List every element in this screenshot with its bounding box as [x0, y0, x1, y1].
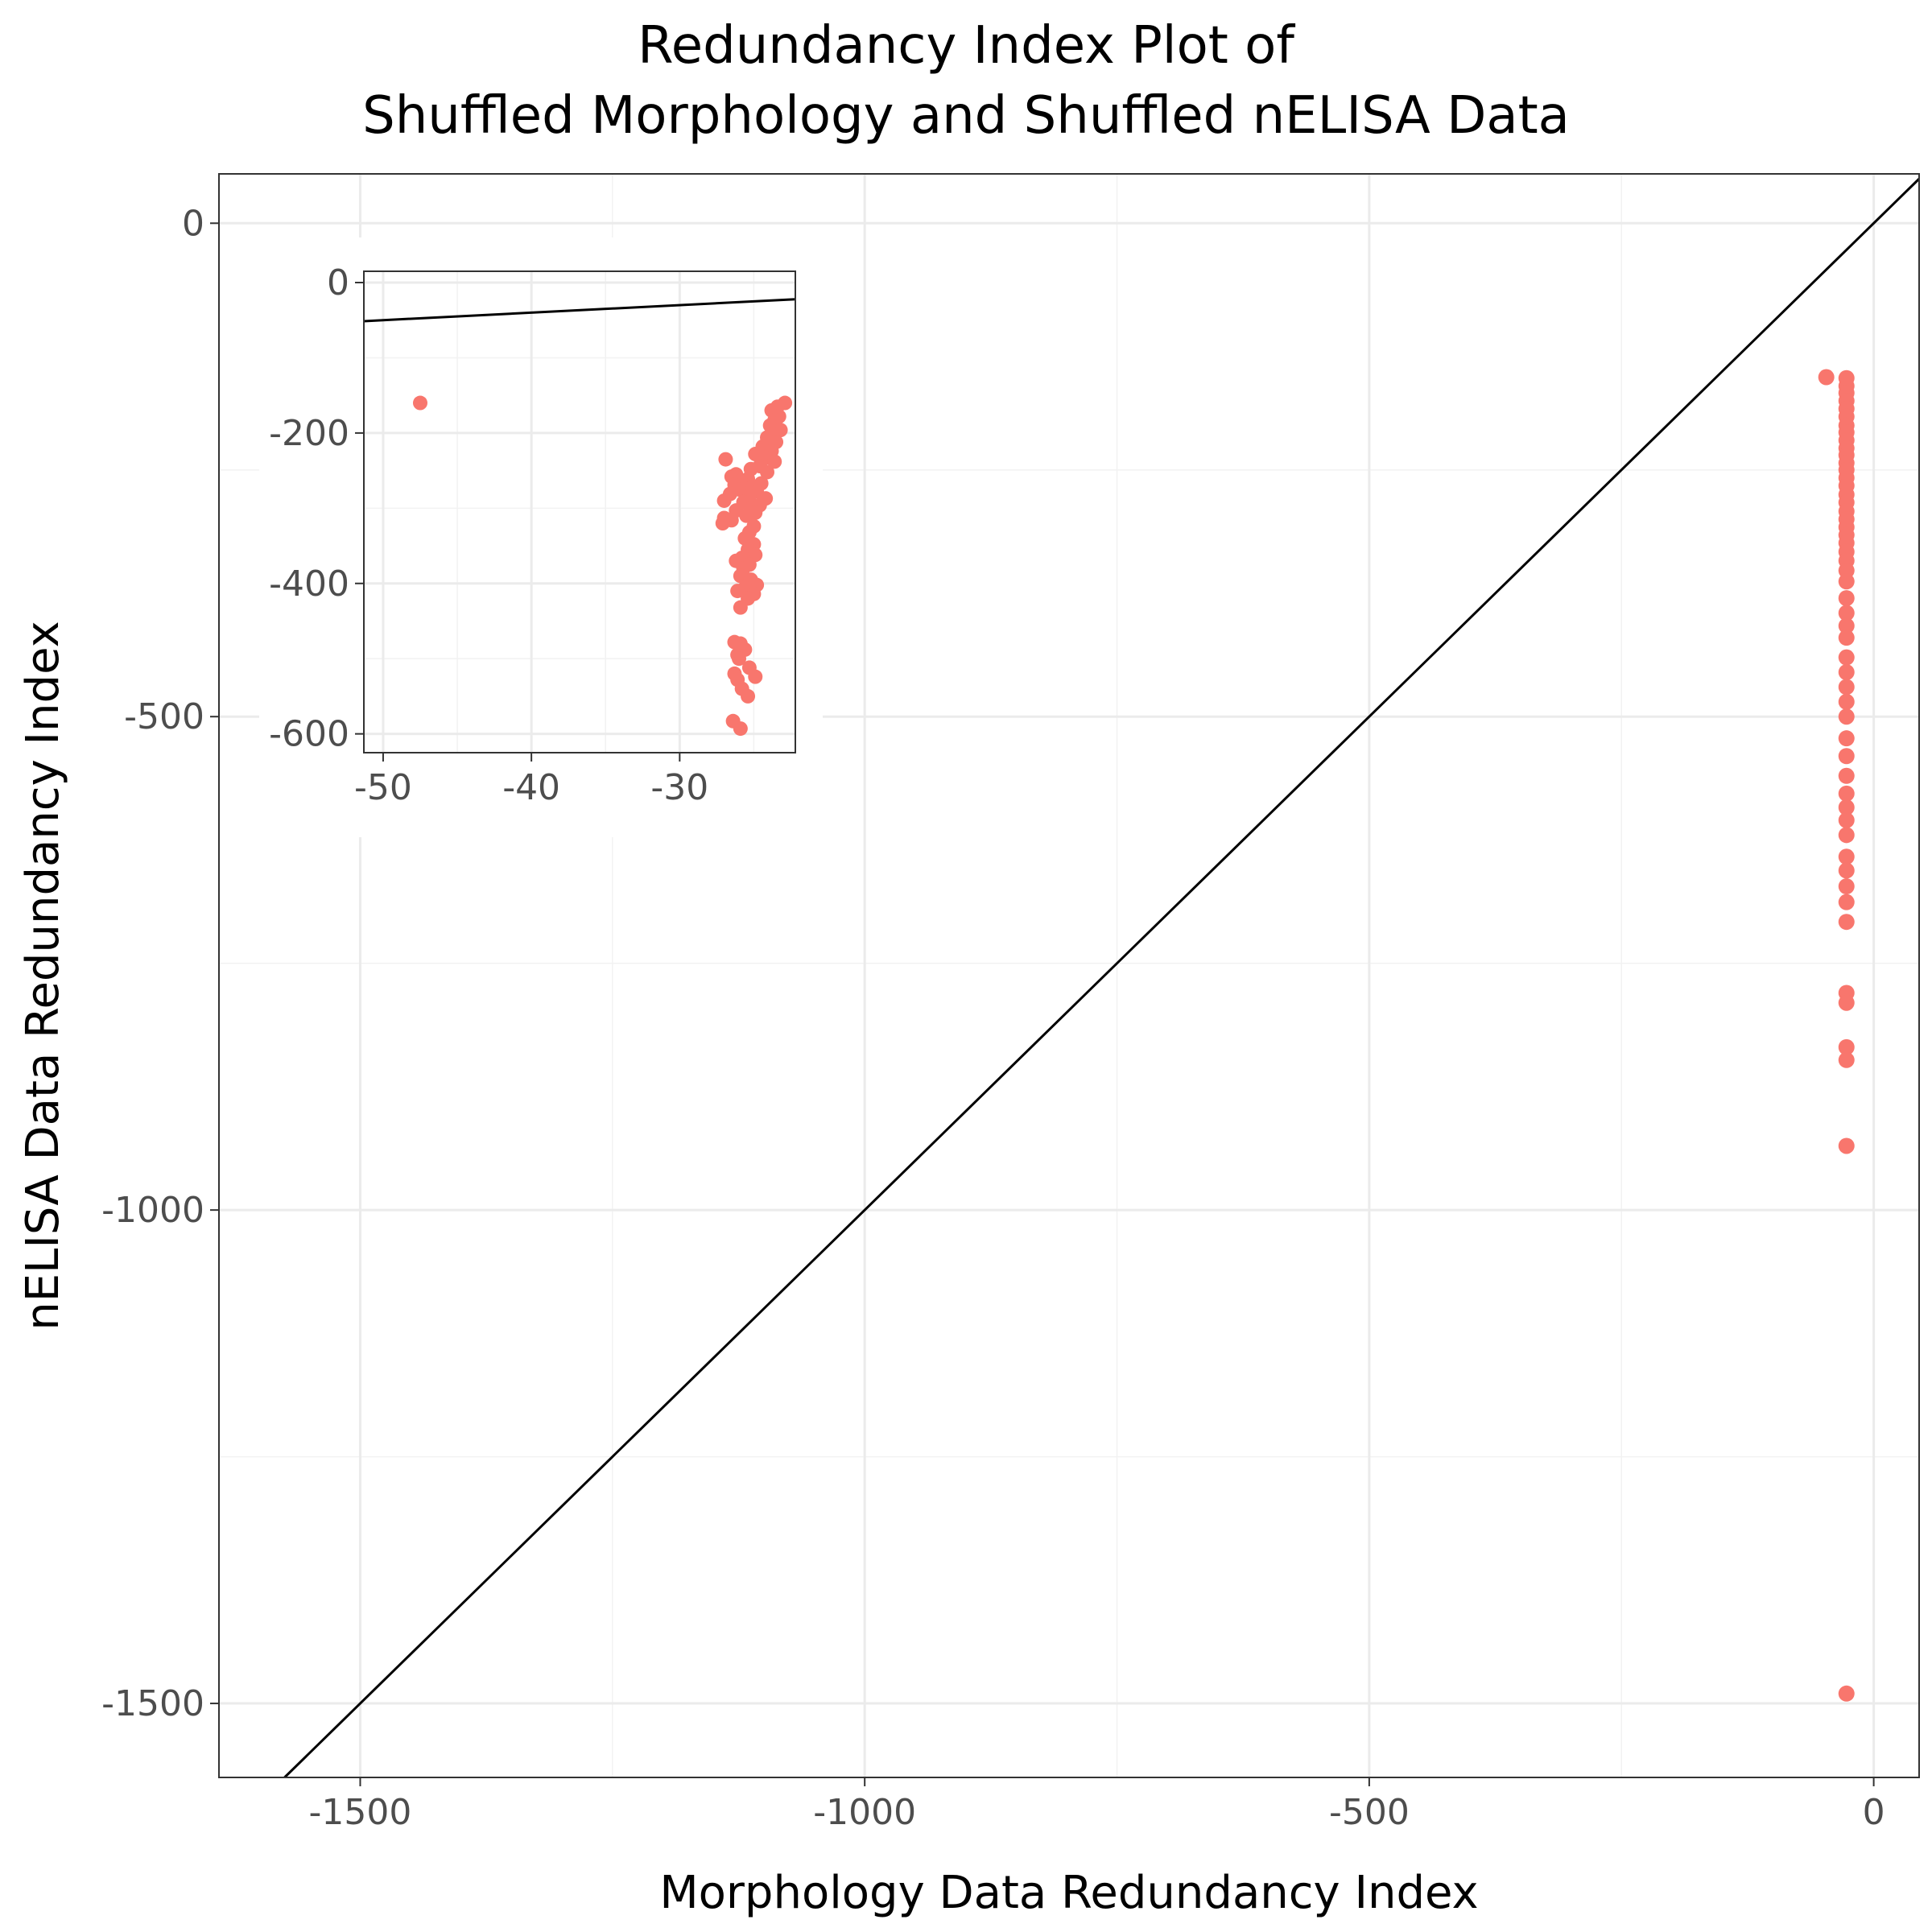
main-data-point — [1838, 811, 1855, 828]
main-y-tick-label: -1000 — [101, 1190, 204, 1231]
main-data-point — [1838, 1685, 1855, 1702]
inset-identity-line — [363, 298, 796, 323]
main-x-tick-label: -1500 — [309, 1792, 412, 1833]
main-x-tick-label: -1000 — [813, 1792, 916, 1833]
main-data-point — [1838, 617, 1855, 634]
y-axis-title: nELISA Data Redundancy Index — [17, 621, 69, 1330]
main-data-point — [1838, 1137, 1855, 1154]
inset-data-point — [733, 721, 748, 737]
inset-data-point — [716, 493, 732, 508]
inset-data-point — [739, 508, 754, 523]
main-data-point — [1838, 848, 1855, 865]
main-data-point — [1838, 862, 1855, 879]
main-plot-frame — [218, 173, 1920, 1778]
main-data-point — [1838, 730, 1855, 747]
main-data-point — [1838, 1038, 1855, 1055]
inset-y-tick-label: -600 — [269, 714, 349, 755]
main-data-point — [1838, 590, 1855, 607]
main-data-point — [1838, 878, 1855, 895]
main-data-point — [1838, 679, 1855, 696]
main-data-point — [1818, 369, 1835, 386]
main-data-point — [1838, 914, 1855, 931]
main-data-point — [1838, 827, 1855, 844]
main-y-tick-label: -1500 — [101, 1683, 204, 1724]
main-data-point — [1838, 1051, 1855, 1068]
inset-zoom-plot: -50 -40 -30 0 -200 -400 -600 — [259, 237, 823, 837]
main-data-point — [1838, 573, 1855, 590]
main-data-point — [1838, 630, 1855, 646]
inset-data-point — [732, 651, 747, 667]
inset-data-point — [733, 600, 748, 615]
main-x-tick-label: 0 — [1863, 1792, 1885, 1833]
inset-data-points — [412, 395, 793, 737]
main-data-point — [1838, 649, 1855, 666]
inset-plot-frame — [363, 270, 796, 753]
inset-data-point — [741, 688, 756, 704]
inset-x-tick-label: -40 — [502, 767, 560, 808]
main-data-points — [1818, 369, 1855, 1702]
inset-data-point — [715, 516, 730, 531]
main-data-point — [1838, 605, 1855, 621]
inset-data-point — [730, 584, 745, 599]
main-data-point — [1838, 708, 1855, 725]
inset-axis-ticks-and-labels: -50 -40 -30 0 -200 -400 -600 — [269, 262, 708, 808]
inset-data-point — [748, 669, 763, 684]
main-data-point — [1838, 767, 1855, 784]
inset-data-point — [760, 464, 775, 480]
inset-data-point — [718, 452, 733, 467]
inset-reference-line — [363, 298, 796, 323]
inset-x-tick-label: -50 — [354, 767, 412, 808]
main-data-point — [1838, 664, 1855, 681]
inset-data-point — [412, 395, 427, 411]
chart-title-line-2: Shuffled Morphology and Shuffled nELISA … — [362, 86, 1570, 146]
main-data-point — [1838, 693, 1855, 710]
main-data-point — [1838, 894, 1855, 910]
main-gridlines — [219, 174, 1919, 1777]
inset-y-tick-label: 0 — [327, 262, 349, 303]
main-reference-line — [283, 178, 1921, 1779]
main-data-point — [1838, 994, 1855, 1011]
main-data-point — [1838, 785, 1855, 802]
x-axis-title: Morphology Data Redundancy Index — [659, 1867, 1478, 1919]
main-identity-line — [283, 178, 1921, 1779]
inset-background — [259, 237, 823, 837]
inset-y-tick-label: -400 — [269, 564, 349, 605]
inset-y-tick-label: -200 — [269, 413, 349, 454]
chart-title-line-1: Redundancy Index Plot of — [638, 16, 1295, 76]
main-data-point — [1838, 748, 1855, 765]
main-y-tick-label: 0 — [182, 203, 204, 244]
inset-data-point — [767, 454, 782, 469]
main-data-point — [1838, 799, 1855, 815]
inset-x-tick-label: -30 — [650, 767, 708, 808]
main-y-tick-label: -500 — [124, 696, 204, 737]
main-x-tick-label: -500 — [1329, 1792, 1410, 1833]
